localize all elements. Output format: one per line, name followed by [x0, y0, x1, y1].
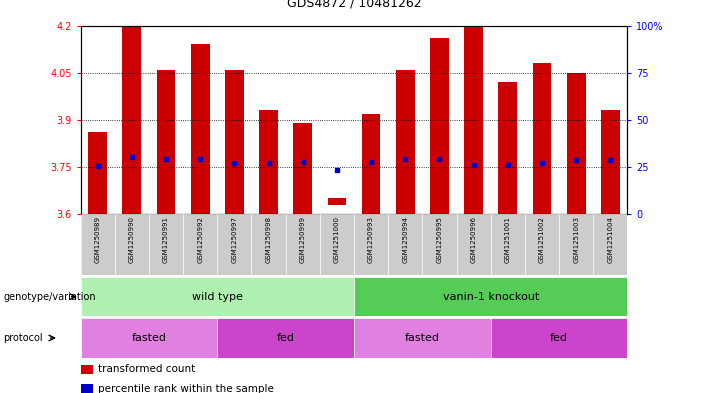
- Bar: [456, 214, 491, 275]
- Bar: [81, 277, 354, 316]
- Text: GSM1251001: GSM1251001: [505, 216, 511, 263]
- Text: transformed count: transformed count: [98, 364, 196, 375]
- Bar: [533, 63, 552, 214]
- Bar: [422, 214, 456, 275]
- Text: percentile rank within the sample: percentile rank within the sample: [98, 384, 274, 393]
- Text: GSM1250990: GSM1250990: [129, 216, 135, 263]
- Text: GSM1250996: GSM1250996: [470, 216, 477, 263]
- Text: GDS4872 / 10481262: GDS4872 / 10481262: [287, 0, 421, 10]
- Bar: [123, 26, 142, 214]
- Bar: [259, 110, 278, 214]
- Text: GSM1250993: GSM1250993: [368, 216, 374, 263]
- Text: GSM1251004: GSM1251004: [607, 216, 613, 263]
- Bar: [156, 70, 175, 214]
- Text: GSM1250995: GSM1250995: [437, 216, 442, 263]
- Bar: [601, 110, 620, 214]
- Bar: [491, 214, 525, 275]
- Bar: [191, 44, 210, 214]
- Text: GSM1250999: GSM1250999: [300, 216, 306, 263]
- Text: GSM1250991: GSM1250991: [163, 216, 169, 263]
- Bar: [286, 214, 320, 275]
- Text: genotype/variation: genotype/variation: [4, 292, 96, 302]
- Bar: [81, 318, 217, 358]
- Bar: [327, 198, 346, 205]
- Text: GSM1250992: GSM1250992: [197, 216, 203, 263]
- Bar: [225, 70, 244, 214]
- Bar: [115, 214, 149, 275]
- Bar: [293, 123, 312, 214]
- Bar: [252, 214, 286, 275]
- Bar: [593, 214, 627, 275]
- Bar: [354, 214, 388, 275]
- Text: fed: fed: [550, 333, 568, 343]
- Text: GSM1250994: GSM1250994: [402, 216, 408, 263]
- Bar: [320, 214, 354, 275]
- Bar: [525, 214, 559, 275]
- Bar: [498, 82, 517, 214]
- Bar: [559, 214, 593, 275]
- Bar: [430, 38, 449, 214]
- Text: GSM1251003: GSM1251003: [573, 216, 579, 263]
- Text: GSM1251000: GSM1251000: [334, 216, 340, 263]
- Bar: [354, 318, 491, 358]
- Bar: [149, 214, 183, 275]
- Text: wild type: wild type: [192, 292, 243, 302]
- Bar: [396, 70, 415, 214]
- Text: fed: fed: [277, 333, 294, 343]
- Text: GSM1250997: GSM1250997: [231, 216, 238, 263]
- Bar: [491, 318, 627, 358]
- Bar: [464, 26, 483, 214]
- Bar: [217, 318, 354, 358]
- Bar: [566, 73, 585, 214]
- Text: GSM1250989: GSM1250989: [95, 216, 101, 263]
- Text: vanin-1 knockout: vanin-1 knockout: [442, 292, 539, 302]
- Bar: [88, 132, 107, 214]
- Bar: [388, 214, 422, 275]
- Text: fasted: fasted: [132, 333, 166, 343]
- Bar: [362, 114, 381, 214]
- Text: fasted: fasted: [405, 333, 440, 343]
- Bar: [81, 214, 115, 275]
- Bar: [217, 214, 252, 275]
- Bar: [354, 277, 627, 316]
- Text: GSM1250998: GSM1250998: [266, 216, 271, 263]
- Text: protocol: protocol: [4, 333, 43, 343]
- Text: GSM1251002: GSM1251002: [539, 216, 545, 263]
- Bar: [183, 214, 217, 275]
